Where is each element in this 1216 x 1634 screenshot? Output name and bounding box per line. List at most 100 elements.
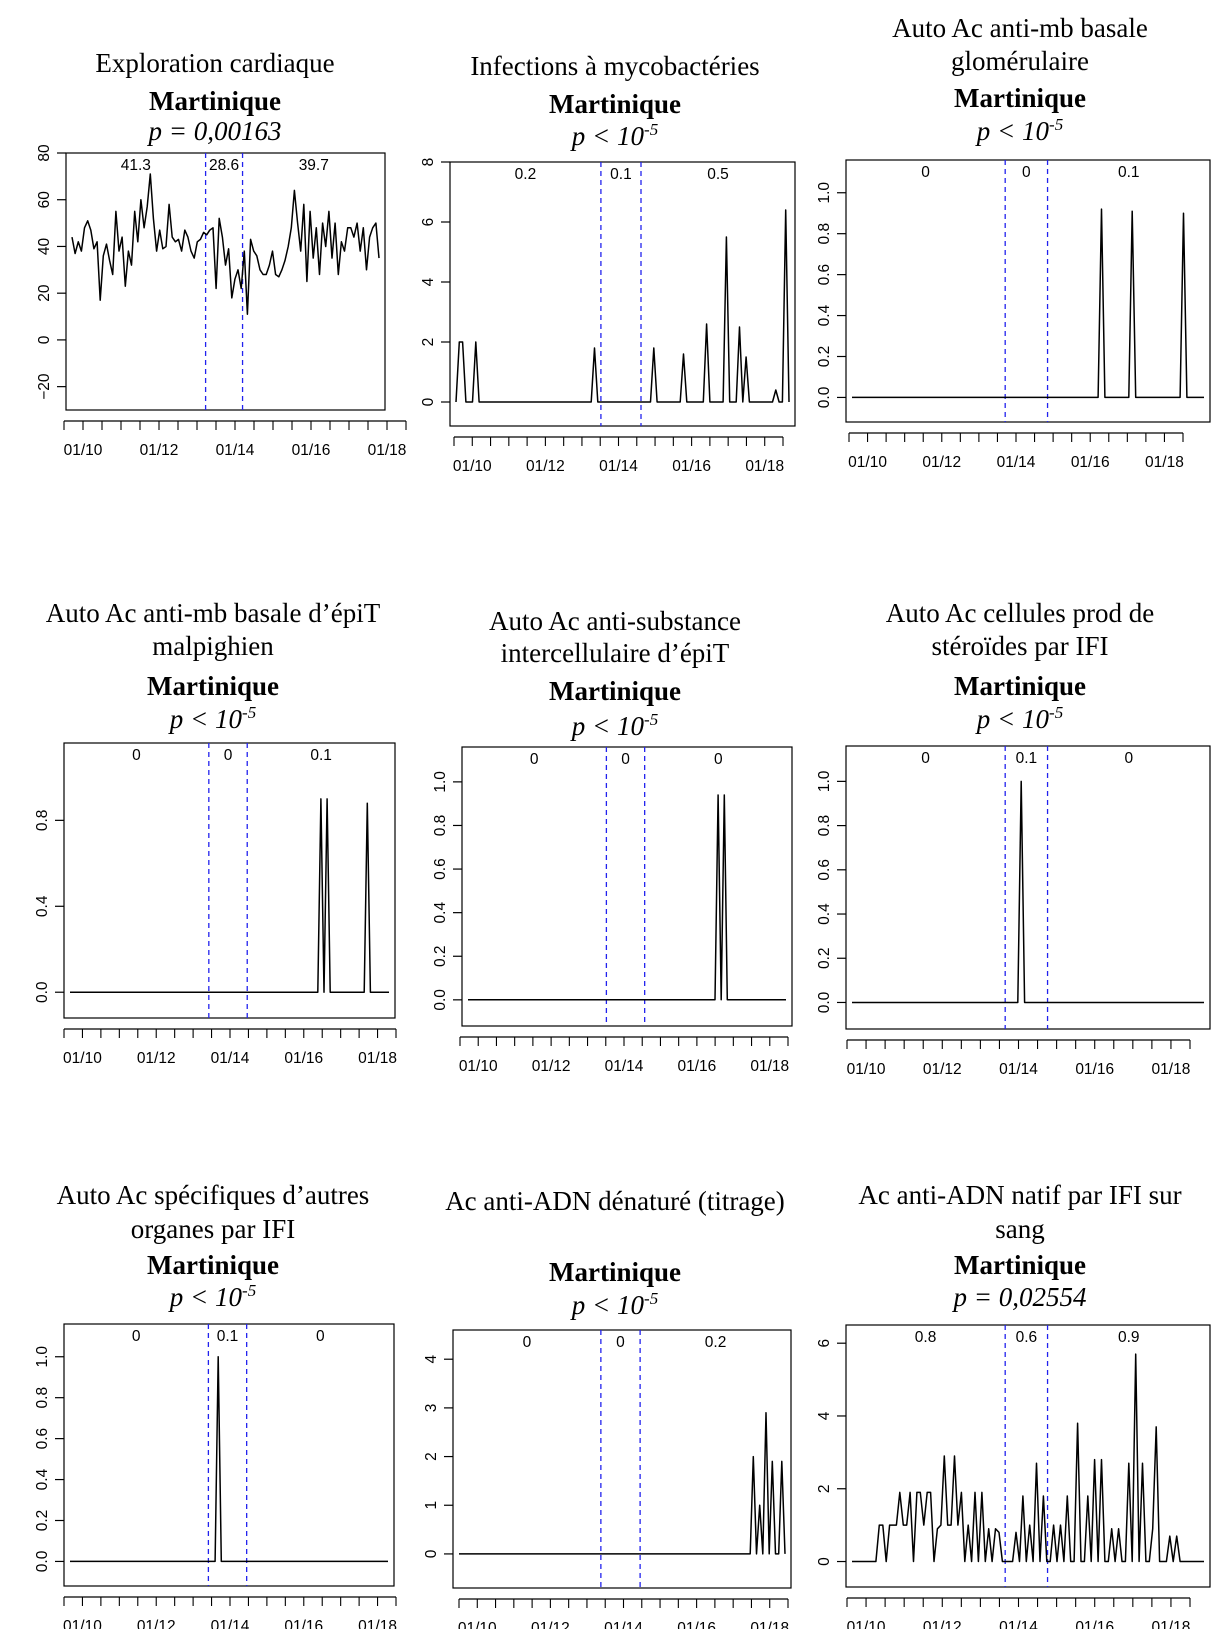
x-tick-label: 01/16 (1075, 1061, 1114, 1078)
y-tick-label: 0.6 (34, 1428, 51, 1450)
x-tick-label: 01/16 (1075, 1619, 1114, 1629)
y-tick-label: 0.0 (432, 989, 449, 1011)
y-tick-label: 8 (420, 158, 437, 167)
p-value-exponent: -5 (242, 703, 256, 722)
chart-8: Ac anti-ADN dénaturé (titrage) Martinique… (423, 1186, 792, 1634)
p-value-main: p < 10 (570, 711, 645, 741)
plot-frame (452, 1329, 792, 1589)
p-value: p < 10-5 (975, 115, 1063, 146)
series-line (852, 780, 1204, 1004)
chart-title: organes par IFI (131, 1214, 295, 1244)
x-tick-label: 01/10 (459, 1058, 498, 1075)
y-tick-label: 0.4 (816, 304, 833, 326)
y-axis: 0.0 0.2 0.4 0.6 0.8 1.0 (34, 1346, 64, 1572)
x-tick-label: 01/18 (750, 1620, 789, 1629)
x-tick-label: 01/12 (532, 1058, 571, 1075)
x-tick-label: 01/12 (137, 1618, 176, 1629)
segment-mean-label: 0.1 (310, 747, 332, 764)
y-tick-label: 0.2 (816, 947, 833, 969)
segment-mean-label: 0.1 (1118, 164, 1140, 181)
y-tick-label: 0 (816, 1557, 833, 1566)
segment-mean-label: 41.3 (121, 157, 151, 174)
chart-title: Ac anti-ADN natif par IFI sur (858, 1180, 1181, 1210)
series-line (455, 209, 790, 403)
y-tick-label: 1.0 (816, 770, 833, 792)
chart-subtitle: Martinique (954, 1250, 1086, 1280)
y-tick-label: 4 (420, 277, 437, 286)
chart-title: Auto Ac spécifiques d’autres (57, 1180, 370, 1210)
y-tick-label: 1.0 (432, 771, 449, 793)
chart-title: Auto Ac anti-substance (489, 606, 741, 636)
segment-mean-label: 0 (530, 751, 539, 768)
x-tick-label: 01/14 (599, 458, 638, 475)
p-value-main: p < 10 (168, 1282, 243, 1312)
y-tick-label: 60 (36, 191, 53, 209)
segment-mean-label: 0.1 (217, 1328, 239, 1345)
segment-mean-label: 0 (523, 1334, 532, 1351)
y-tick-label: 0.0 (816, 991, 833, 1013)
segment-mean-label: 0 (921, 750, 930, 767)
chart-title: Auto Ac anti-mb basale d’épiT (46, 598, 381, 628)
y-tick-label: 2 (816, 1484, 833, 1493)
segment-mean-label: 0 (132, 1328, 141, 1345)
series-line (71, 173, 380, 315)
y-tick-label: 1.0 (816, 182, 833, 204)
x-tick-label: 01/14 (999, 1061, 1038, 1078)
plot-frame (845, 159, 1211, 423)
x-tick-label: 01/16 (677, 1620, 716, 1629)
x-tick-label: 01/14 (216, 442, 255, 459)
p-value-main: p < 10 (570, 1290, 645, 1320)
y-tick-label: 0.4 (34, 895, 51, 917)
y-tick-label: 1 (423, 1501, 440, 1510)
x-tick-label: 01/14 (605, 1058, 644, 1075)
chart-subtitle: Martinique (954, 83, 1086, 113)
p-value-main: p = 0,02554 (952, 1282, 1087, 1312)
y-tick-label: 0.2 (34, 1510, 51, 1532)
y-tick-label: 0 (36, 335, 53, 344)
p-value-exponent: -5 (644, 1289, 658, 1308)
y-tick-label: 0 (420, 397, 437, 406)
plot-frame (449, 161, 796, 427)
series-line (852, 1353, 1204, 1563)
y-tick-label: 40 (36, 237, 53, 255)
x-tick-label: 01/12 (137, 1050, 176, 1067)
chart-title: stéroïdes par IFI (932, 631, 1109, 661)
y-tick-label: 4 (423, 1355, 440, 1364)
p-value-exponent: -5 (1049, 115, 1063, 134)
y-tick-label: 0.4 (816, 903, 833, 925)
p-value-main: p < 10 (168, 704, 243, 734)
y-axis: 0.0 0.4 0.8 (34, 810, 64, 1003)
segment-mean-label: 0 (1022, 164, 1031, 181)
x-tick-label: 01/14 (999, 1619, 1038, 1629)
chart-7: Auto Ac spécifiques d’autres organes par … (34, 1180, 397, 1634)
x-axis: 01/10 01/12 01/14 01/16 01/18 (459, 1036, 789, 1075)
x-tick-label: 01/10 (847, 1061, 886, 1078)
x-tick-label: 01/10 (458, 1620, 497, 1629)
segment-mean-label: 0.2 (515, 166, 537, 183)
plot-frame (63, 742, 396, 1019)
x-axis: 01/10 01/12 01/14 01/16 01/18 (848, 432, 1184, 471)
x-tick-label: 01/18 (745, 458, 784, 475)
y-axis: 0.0 0.2 0.4 0.6 0.8 1.0 (816, 770, 846, 1013)
x-axis: 01/10 01/12 01/14 01/16 01/18 (453, 436, 784, 475)
p-value-main: p = 0,00163 (147, 116, 282, 146)
y-axis: 0 2 4 6 (816, 1339, 846, 1566)
segment-mean-label: 0.9 (1118, 1329, 1140, 1346)
p-value-exponent: -5 (644, 120, 658, 139)
series-line (852, 208, 1204, 399)
segment-mean-label: 0 (714, 751, 723, 768)
y-axis: −20 0 20 40 60 80 (36, 144, 66, 400)
segment-mean-label: 0.6 (1016, 1329, 1038, 1346)
series-line (70, 798, 389, 993)
chart-title: sang (995, 1214, 1045, 1244)
segment-mean-label: 0 (616, 1334, 625, 1351)
x-tick-label: 01/12 (140, 442, 179, 459)
x-tick-label: 01/16 (672, 458, 711, 475)
x-axis: 01/10 01/12 01/14 01/16 01/18 (63, 1596, 397, 1634)
x-tick-label: 01/18 (1152, 1061, 1191, 1078)
x-tick-label: 01/10 (63, 1618, 102, 1629)
